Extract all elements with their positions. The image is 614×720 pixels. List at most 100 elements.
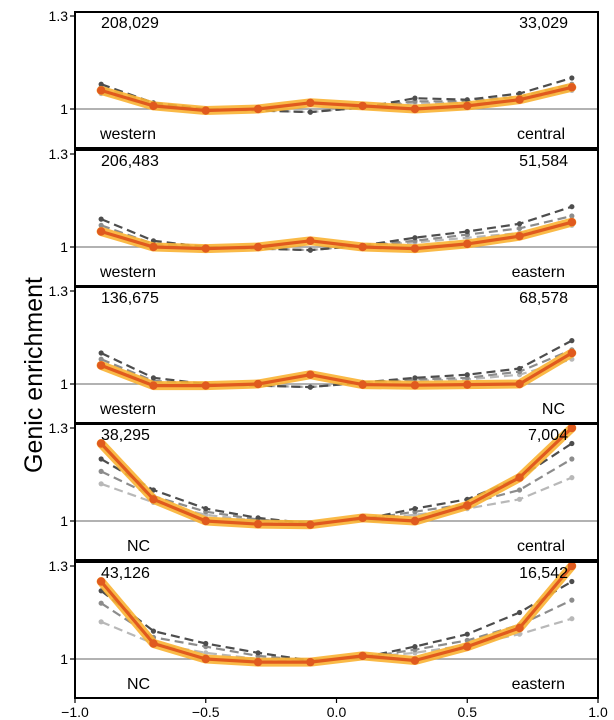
reference-series-point [516, 609, 523, 616]
main-series-point [515, 473, 524, 482]
count-left: 208,029 [101, 15, 159, 32]
main-series-point [306, 236, 315, 245]
main-series-line [99, 426, 573, 527]
reference-series-point [569, 338, 575, 344]
main-series-point [253, 379, 263, 389]
main-series-line [100, 220, 573, 251]
x-tick-label: 1.0 [588, 704, 608, 720]
main-series-point [253, 657, 263, 667]
reference-series-point [98, 600, 104, 606]
reference-series-point [412, 644, 418, 650]
main-series-point [201, 381, 210, 390]
reference-series-point [412, 235, 418, 241]
reference-series-point [307, 384, 313, 390]
main-series-point [149, 381, 158, 390]
panel-5: 1 1.3 43,126 16,542 NC eastern [49, 558, 599, 699]
reference-series-point [98, 456, 104, 462]
reference-series-point [98, 619, 104, 625]
panels-group: 1 1.3 208,029 33,029 western central 1 1.3 206,4… [49, 8, 599, 699]
reference-series-line [100, 617, 573, 662]
main-series-point [410, 516, 420, 526]
reference-series-point [98, 481, 104, 487]
main-series-point [253, 519, 263, 529]
main-series-line [99, 564, 574, 664]
main-series-point [253, 104, 263, 114]
main-series-point [410, 104, 420, 114]
main-series-point [567, 562, 577, 571]
reference-series-line [100, 339, 573, 389]
reference-series-point [464, 631, 470, 637]
reference-series-point [412, 375, 418, 381]
main-series-point [149, 639, 158, 648]
reference-series-point [150, 628, 157, 634]
panel-4: 1 1.3 38,295 7,004 NC central [49, 420, 599, 561]
main-series-point [567, 348, 577, 358]
reference-series-point [516, 496, 523, 502]
y-axis-label: Genic enrichment [20, 277, 48, 473]
panel-plot-area [75, 562, 598, 667]
panel-plot-area [75, 424, 598, 530]
main-series-point [306, 657, 315, 667]
region-label-left: western [99, 126, 156, 143]
region-label-right: central [517, 538, 565, 555]
main-series-point [96, 361, 106, 370]
reference-series-point [307, 247, 313, 253]
region-label-right: NC [542, 401, 565, 418]
main-series-band [96, 424, 577, 530]
main-series-point [567, 424, 577, 433]
panel-plot-area [75, 75, 598, 115]
reference-series-point [516, 221, 523, 227]
count-left: 206,483 [101, 153, 159, 170]
main-series-point [149, 242, 158, 252]
main-series-point [515, 95, 524, 104]
main-series-point [149, 495, 158, 504]
panel-1: 1 1.3 208,029 33,029 western central [49, 8, 599, 149]
y-tick-label: 1.3 [49, 558, 69, 574]
reference-series-point [203, 506, 209, 512]
reference-series-point [255, 650, 261, 656]
y-tick-label: 1.3 [49, 146, 69, 162]
count-left: 43,126 [101, 565, 150, 582]
x-tick-label: 0.5 [458, 704, 478, 720]
reference-series-point [150, 375, 157, 381]
y-tick-label: 1 [60, 513, 68, 529]
main-series-point [201, 654, 210, 664]
main-series-point [358, 513, 367, 523]
reference-series-point [307, 109, 313, 115]
count-left: 38,295 [101, 427, 150, 444]
reference-series-point [569, 440, 575, 447]
main-series-point [201, 106, 210, 115]
main-series-point [306, 98, 315, 108]
main-series-point [96, 577, 106, 586]
main-series-point [358, 101, 367, 111]
panel-frame [74, 11, 599, 149]
panel-frame [74, 423, 599, 561]
reference-series-line [100, 224, 572, 252]
reference-series-point [412, 95, 418, 101]
main-series-point [515, 623, 524, 633]
main-series-line [100, 351, 573, 388]
panel-3: 1 1.3 136,675 68,578 western NC [49, 283, 599, 424]
main-series-point [306, 370, 315, 379]
main-series-point [358, 651, 367, 661]
panel-plot-area [75, 338, 598, 391]
y-tick-label: 1 [60, 101, 68, 117]
main-series-point [463, 101, 472, 111]
count-right: 68,578 [519, 290, 568, 307]
main-series-point [567, 83, 577, 92]
main-series-point [358, 380, 367, 389]
count-right: 51,584 [519, 153, 568, 170]
region-label-left: western [99, 264, 156, 281]
region-label-right: eastern [512, 264, 565, 281]
main-series-point [410, 381, 420, 390]
main-series-point [358, 242, 367, 252]
y-tick-label: 1 [60, 239, 68, 255]
main-series-line [100, 85, 573, 113]
reference-series-point [464, 228, 470, 235]
x-axis: −1.0 −0.5 0.0 0.5 1.0 [61, 698, 608, 720]
count-right: 16,542 [519, 565, 568, 582]
y-tick-label: 1.3 [49, 283, 69, 299]
x-tick-label: 0.0 [327, 704, 347, 720]
count-left: 136,675 [101, 290, 159, 307]
